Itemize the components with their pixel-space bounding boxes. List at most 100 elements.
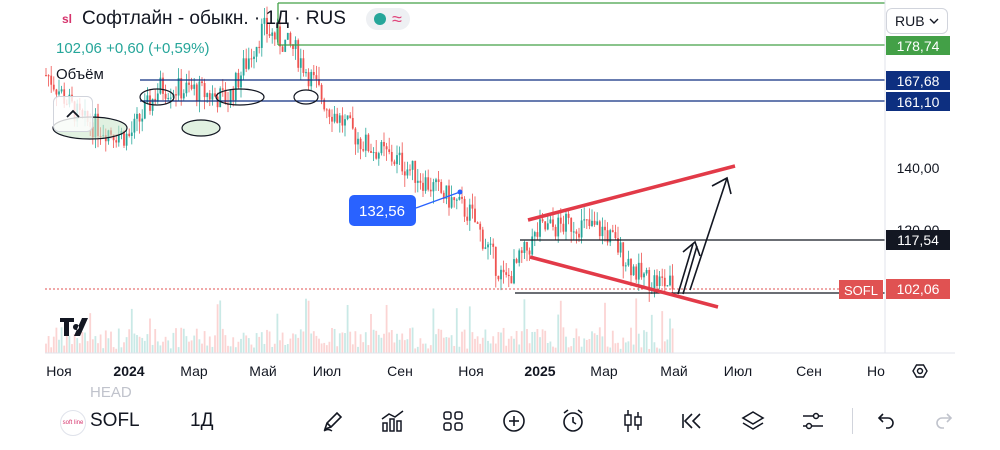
volume-bar — [609, 347, 612, 353]
symbol-button[interactable]: SOFL — [90, 410, 140, 431]
candle-body — [559, 217, 562, 224]
candle-body — [219, 88, 222, 108]
candle-body — [435, 179, 437, 183]
draw-tool-button[interactable] — [318, 406, 348, 436]
candle-body — [648, 269, 651, 291]
tradingview-logo — [58, 314, 98, 345]
candle-body — [406, 169, 409, 176]
volume-bar — [136, 335, 138, 353]
candle-body — [318, 79, 320, 85]
volume-bar — [151, 344, 154, 353]
candle-body — [325, 109, 328, 111]
candle-body — [445, 185, 448, 199]
candle-body — [245, 58, 248, 69]
replay-button[interactable] — [678, 406, 708, 436]
candle-body — [546, 223, 549, 230]
currency-select[interactable]: RUB — [886, 8, 948, 34]
candle-body — [474, 208, 476, 223]
candle-body — [643, 273, 645, 278]
candle-body — [141, 118, 144, 122]
candle-body — [614, 232, 617, 239]
volume-bar — [149, 318, 151, 353]
svg-text:SOFL: SOFL — [844, 283, 878, 298]
volume-bar — [414, 348, 417, 353]
candle-body — [487, 244, 489, 248]
candle-body — [533, 232, 536, 237]
volume-bar — [663, 341, 666, 353]
candle-body — [513, 259, 515, 284]
volume-bar — [91, 339, 94, 353]
volume-bar — [601, 336, 604, 353]
price-chart[interactable]: 132,56 Ноя 2024 Мар Май Июл Сен Ноя 2025 Мар Май И… — [0, 0, 1000, 390]
candle-body — [286, 32, 289, 40]
volume-bar — [333, 328, 336, 353]
volume-bar — [474, 338, 476, 353]
tag-sofl: SOFL — [839, 280, 883, 299]
candle-body — [247, 58, 250, 69]
tag-117: 117,54 — [886, 230, 950, 250]
status-pill[interactable]: ≈ — [365, 8, 410, 30]
candle-body — [344, 119, 346, 126]
candle-body — [552, 219, 554, 227]
volume-bar — [429, 345, 432, 353]
candle-body — [146, 95, 149, 103]
alert-button[interactable] — [558, 406, 588, 436]
redo-button[interactable] — [930, 406, 960, 436]
volume-bar — [585, 339, 588, 353]
chart-header: sl Софтлайн - обыкн. · 1Д · RUS ≈ — [58, 8, 410, 30]
symbol-title[interactable]: Софтлайн - обыкн. · 1Д · RUS — [82, 8, 346, 29]
volume-bar — [442, 337, 445, 353]
indicators-button[interactable] — [378, 406, 408, 436]
volume-bar — [593, 333, 596, 353]
candle-body — [432, 182, 435, 192]
volume-bar — [619, 348, 622, 353]
chart-type-button[interactable] — [618, 406, 648, 436]
volume-bar — [47, 336, 50, 353]
x-tick-11: Сен — [796, 363, 822, 379]
x-tick-3: Май — [249, 363, 276, 379]
volume-bar — [177, 347, 180, 353]
volume-bar — [182, 328, 185, 353]
candle-body — [284, 39, 287, 52]
candle-body — [385, 146, 388, 150]
tag-178: 178,74 — [886, 36, 950, 55]
templates-button[interactable] — [438, 406, 468, 436]
volume-bar — [331, 328, 333, 353]
volume-bar — [526, 328, 528, 353]
candle-body — [549, 219, 552, 224]
volume-bar — [364, 332, 367, 353]
candle-body — [671, 275, 674, 290]
candle-body — [409, 169, 411, 171]
volume-bar — [55, 327, 58, 353]
candle-body — [570, 217, 573, 232]
candle-body — [484, 247, 487, 249]
candle-body — [411, 160, 414, 170]
volume-bar — [515, 330, 518, 353]
volume-bar — [203, 331, 206, 353]
candle-body — [50, 75, 53, 85]
timeframe-button[interactable]: 1Д — [190, 410, 214, 431]
volume-bar — [598, 327, 601, 353]
volume-bar — [123, 342, 125, 353]
volume-bar — [63, 345, 66, 353]
volume-bar — [656, 347, 658, 353]
layers-button[interactable] — [738, 406, 768, 436]
collapse-legend-button[interactable] — [53, 96, 93, 132]
candle-body — [630, 258, 632, 276]
undo-button[interactable] — [870, 406, 900, 436]
candle-body — [125, 133, 128, 146]
volume-bar — [575, 328, 578, 353]
volume-bar — [208, 336, 211, 353]
volume-bar — [286, 344, 289, 353]
volume-bar — [84, 332, 86, 353]
candle-body — [505, 272, 508, 275]
volume-bar — [549, 341, 552, 353]
volume-bar — [554, 347, 557, 353]
svg-text:167,68: 167,68 — [897, 73, 940, 89]
settings-button[interactable] — [798, 406, 828, 436]
volume-bar — [424, 343, 427, 353]
candle-body — [539, 219, 541, 237]
add-button[interactable] — [499, 406, 529, 436]
volume-bar — [260, 332, 263, 353]
candle-body — [323, 99, 326, 110]
